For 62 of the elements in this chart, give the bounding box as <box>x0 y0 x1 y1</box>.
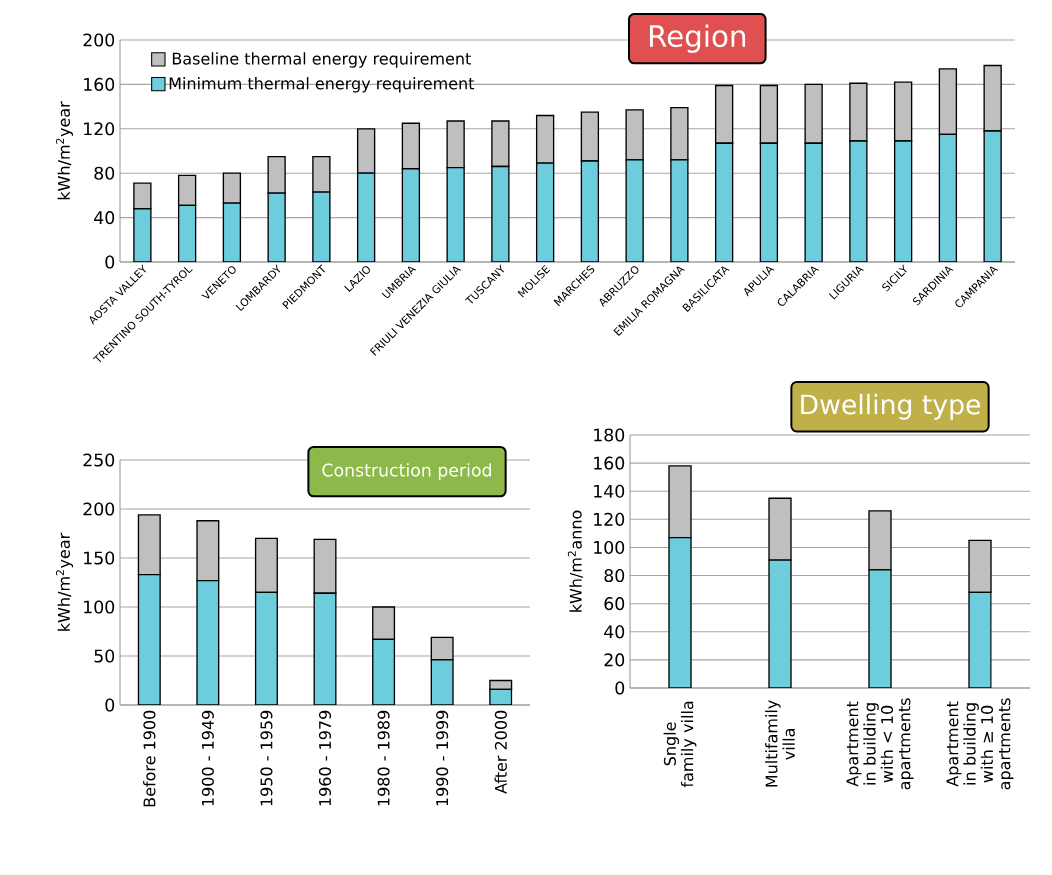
y-tick-label: 0 <box>615 681 625 695</box>
y-tick-label: 80 <box>604 569 625 583</box>
bar <box>313 592 337 705</box>
chart-title: Dwelling type <box>801 393 981 420</box>
y-tick-label: 120 <box>84 122 115 136</box>
bar <box>177 174 197 207</box>
y-tick-label: 100 <box>84 600 115 614</box>
y-tick-label: 100 <box>594 540 625 555</box>
y-tick-label: 200 <box>83 33 115 47</box>
bar <box>312 155 331 193</box>
y-tick-label: 60 <box>604 597 625 611</box>
y-tick-label: 80 <box>94 166 115 180</box>
y-tick-label: 20 <box>604 653 625 667</box>
x-tick-label: Sngle family villa <box>663 701 697 788</box>
y-tick-label: 120 <box>594 512 625 526</box>
y-axis-title: kWh/m$^{2}$year <box>55 101 74 200</box>
x-tick-label: 1900 - 1949 <box>201 710 214 806</box>
bar <box>401 168 421 262</box>
x-tick-label: 1960 - 1979 <box>318 710 332 806</box>
bar <box>222 202 242 262</box>
bar <box>430 636 454 661</box>
y-axis-title: kWh/m$^{2}$anno <box>567 510 584 612</box>
x-tick-label: Before 1900 <box>143 710 156 807</box>
bar <box>893 140 913 262</box>
bar <box>372 638 396 705</box>
y-axis-title: kWh/m$^{2}$year <box>55 532 74 631</box>
bar <box>580 160 600 262</box>
y-tick-label: 180 <box>594 428 625 442</box>
y-tick-label: 0 <box>105 255 115 269</box>
y-tick-label: 0 <box>105 698 115 712</box>
legend-label: Baseline thermal energy requirement <box>172 52 471 68</box>
bar <box>356 172 376 262</box>
y-tick-label: 50 <box>94 649 115 663</box>
y-tick-label: 160 <box>84 77 115 91</box>
x-tick-label: Multifamily villa <box>765 700 795 787</box>
y-tick-label: 150 <box>84 551 115 565</box>
bar <box>372 606 396 641</box>
chart-title: Region <box>649 24 746 53</box>
bar <box>222 172 242 204</box>
y-tick-label: 40 <box>94 211 115 225</box>
y-tick-label: 200 <box>83 502 115 516</box>
x-tick-label: Apartment in building with ≥ 10 apartments <box>946 698 1014 790</box>
x-tick-label: After 2000 <box>494 710 507 794</box>
x-tick-label: 1950 - 1959 <box>260 710 273 806</box>
bar <box>254 591 278 705</box>
y-tick-label: 40 <box>604 625 625 639</box>
chart-title: Construction period <box>322 463 491 480</box>
bar <box>535 162 555 262</box>
y-tick-label: 140 <box>594 484 625 498</box>
legend-label: Minimum thermal energy requirement <box>169 77 475 93</box>
bar <box>938 133 958 262</box>
bar <box>267 155 286 194</box>
y-tick-label: 250 <box>83 453 115 467</box>
y-tick-label: 160 <box>594 456 625 470</box>
bar <box>177 204 197 262</box>
x-tick-label: 1990 - 1999 <box>436 710 449 806</box>
bar <box>196 579 220 705</box>
bar <box>137 573 161 705</box>
bar <box>714 142 734 262</box>
x-tick-label: Apartment in building with < 10 apartments <box>846 698 914 790</box>
bar <box>759 142 779 262</box>
x-tick-label: 1980 - 1989 <box>377 710 390 806</box>
